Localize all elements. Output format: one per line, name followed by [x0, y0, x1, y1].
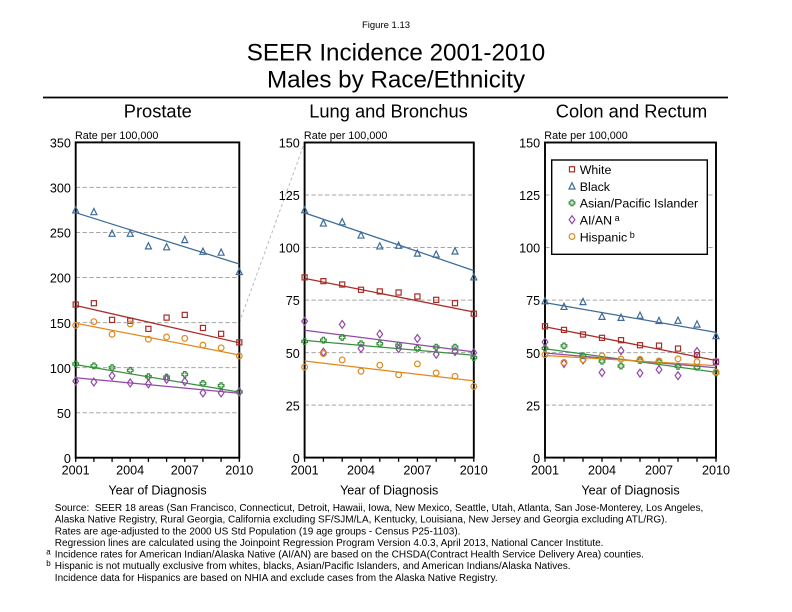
svg-text:Rate per 100,000: Rate per 100,000 — [75, 130, 158, 142]
svg-text:2004: 2004 — [116, 464, 144, 478]
svg-text:Males by Race/Ethnicity: Males by Race/Ethnicity — [267, 67, 526, 94]
svg-text:0: 0 — [64, 452, 71, 466]
svg-text:25: 25 — [286, 399, 300, 413]
svg-text:2010: 2010 — [702, 464, 730, 478]
svg-text:SEER Incidence 2001-2010: SEER Incidence 2001-2010 — [247, 40, 546, 67]
svg-text:0: 0 — [533, 452, 540, 466]
svg-text:2007: 2007 — [171, 464, 199, 478]
svg-text:Hispanic is not mutually exclu: Hispanic is not mutually exclusive from … — [55, 561, 571, 572]
svg-text:100: 100 — [279, 242, 300, 256]
svg-text:50: 50 — [57, 407, 71, 421]
svg-text:Rate per 100,000: Rate per 100,000 — [304, 130, 387, 142]
svg-text:b: b — [46, 559, 51, 568]
svg-text:a: a — [46, 548, 51, 557]
svg-text:Year of Diagnosis: Year of Diagnosis — [108, 483, 206, 497]
svg-text:50: 50 — [286, 347, 300, 361]
svg-text:75: 75 — [286, 294, 300, 308]
svg-text:25: 25 — [526, 399, 540, 413]
svg-text:150: 150 — [279, 137, 300, 151]
svg-text:AI/ANa: AI/AN a — [580, 213, 620, 228]
svg-text:Rate per 100,000: Rate per 100,000 — [544, 130, 627, 142]
svg-text:125: 125 — [279, 189, 300, 203]
svg-text:50: 50 — [526, 347, 540, 361]
svg-text:Lung and Bronchus: Lung and Bronchus — [309, 101, 468, 122]
svg-text:White: White — [580, 163, 612, 177]
svg-text:Year of Diagnosis: Year of Diagnosis — [581, 483, 679, 497]
svg-text:Incidence data for Hispanics a: Incidence data for Hispanics are based o… — [55, 573, 498, 584]
svg-text:100: 100 — [50, 362, 71, 376]
svg-text:350: 350 — [50, 137, 71, 151]
svg-text:Year of Diagnosis: Year of Diagnosis — [340, 483, 438, 497]
svg-text:2010: 2010 — [225, 464, 253, 478]
svg-text:Source: SEER 18 areas (San Fr: Source: SEER 18 areas (San Francisco, Co… — [55, 503, 703, 514]
svg-text:Figure 1.13: Figure 1.13 — [362, 20, 410, 31]
svg-text:2004: 2004 — [588, 464, 616, 478]
svg-text:Prostate: Prostate — [124, 101, 192, 122]
svg-text:125: 125 — [519, 189, 540, 203]
svg-text:2001: 2001 — [291, 464, 319, 478]
svg-text:Black: Black — [580, 180, 611, 194]
svg-text:300: 300 — [50, 182, 71, 196]
svg-text:2001: 2001 — [531, 464, 559, 478]
svg-text:Regression lines are calculate: Regression lines are calculated using th… — [55, 538, 604, 549]
svg-text:Asian/Pacific Islander: Asian/Pacific Islander — [580, 197, 698, 211]
svg-text:2004: 2004 — [347, 464, 375, 478]
svg-text:75: 75 — [526, 294, 540, 308]
svg-text:100: 100 — [519, 242, 540, 256]
svg-text:Colon and Rectum: Colon and Rectum — [556, 101, 707, 122]
svg-text:150: 150 — [519, 137, 540, 151]
svg-text:Incidence rates for American I: Incidence rates for American Indian/Alas… — [55, 550, 644, 561]
svg-text:Rates are age-adjusted to the: Rates are age-adjusted to the 2000 US St… — [55, 526, 461, 537]
svg-text:150: 150 — [50, 317, 71, 331]
svg-text:2001: 2001 — [62, 464, 90, 478]
svg-text:2007: 2007 — [403, 464, 431, 478]
svg-text:200: 200 — [50, 272, 71, 286]
svg-text:2007: 2007 — [645, 464, 673, 478]
svg-text:0: 0 — [293, 452, 300, 466]
svg-text:250: 250 — [50, 227, 71, 241]
svg-text:2010: 2010 — [460, 464, 488, 478]
svg-text:Alaska Native Registry, Rural: Alaska Native Registry, Rural Georgia, C… — [55, 515, 668, 526]
